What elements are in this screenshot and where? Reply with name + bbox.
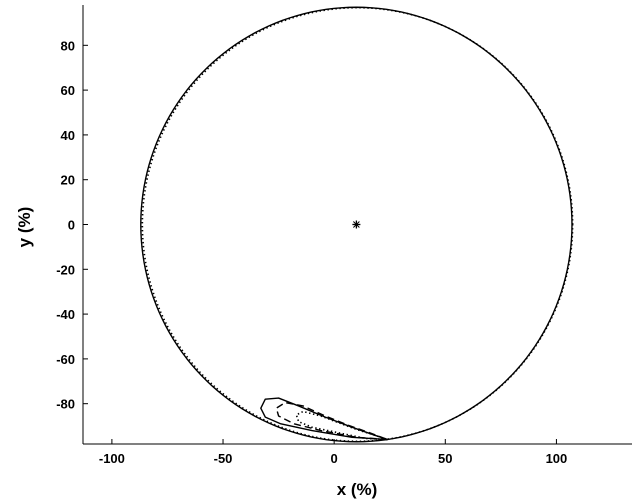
y-axis-label: y (%)	[15, 207, 34, 248]
x-tick-label: -50	[214, 451, 233, 466]
chart-marks	[140, 6, 574, 443]
y-tick-label: 60	[61, 83, 75, 98]
center-marker	[352, 220, 361, 229]
y-tick-label: -40	[56, 307, 75, 322]
x-tick-label: -100	[99, 451, 125, 466]
x-tick-label: 50	[438, 451, 452, 466]
axis-ticks: -100 -50 0 50 100 -80 -60 -40 -20 0 20 40 60 80	[56, 38, 567, 466]
y-tick-label: 0	[68, 218, 75, 233]
y-tick-label: 20	[61, 173, 75, 188]
center-marker-d2	[353, 221, 360, 228]
y-tick-label: -80	[56, 397, 75, 412]
y-tick-label: 40	[61, 128, 75, 143]
y-tick-label: 80	[61, 38, 75, 53]
y-tick-label: -20	[56, 262, 75, 277]
series-line-1-solid	[140, 6, 573, 443]
series-line-4-dashed	[275, 401, 388, 441]
x-tick-label: 0	[331, 451, 338, 466]
x-tick-label: 100	[546, 451, 568, 466]
series-line-5-dotted	[295, 410, 388, 441]
series-line-3-solid	[260, 397, 388, 441]
x-axis-label: x (%)	[337, 480, 378, 499]
y-tick-label: -60	[56, 352, 75, 367]
